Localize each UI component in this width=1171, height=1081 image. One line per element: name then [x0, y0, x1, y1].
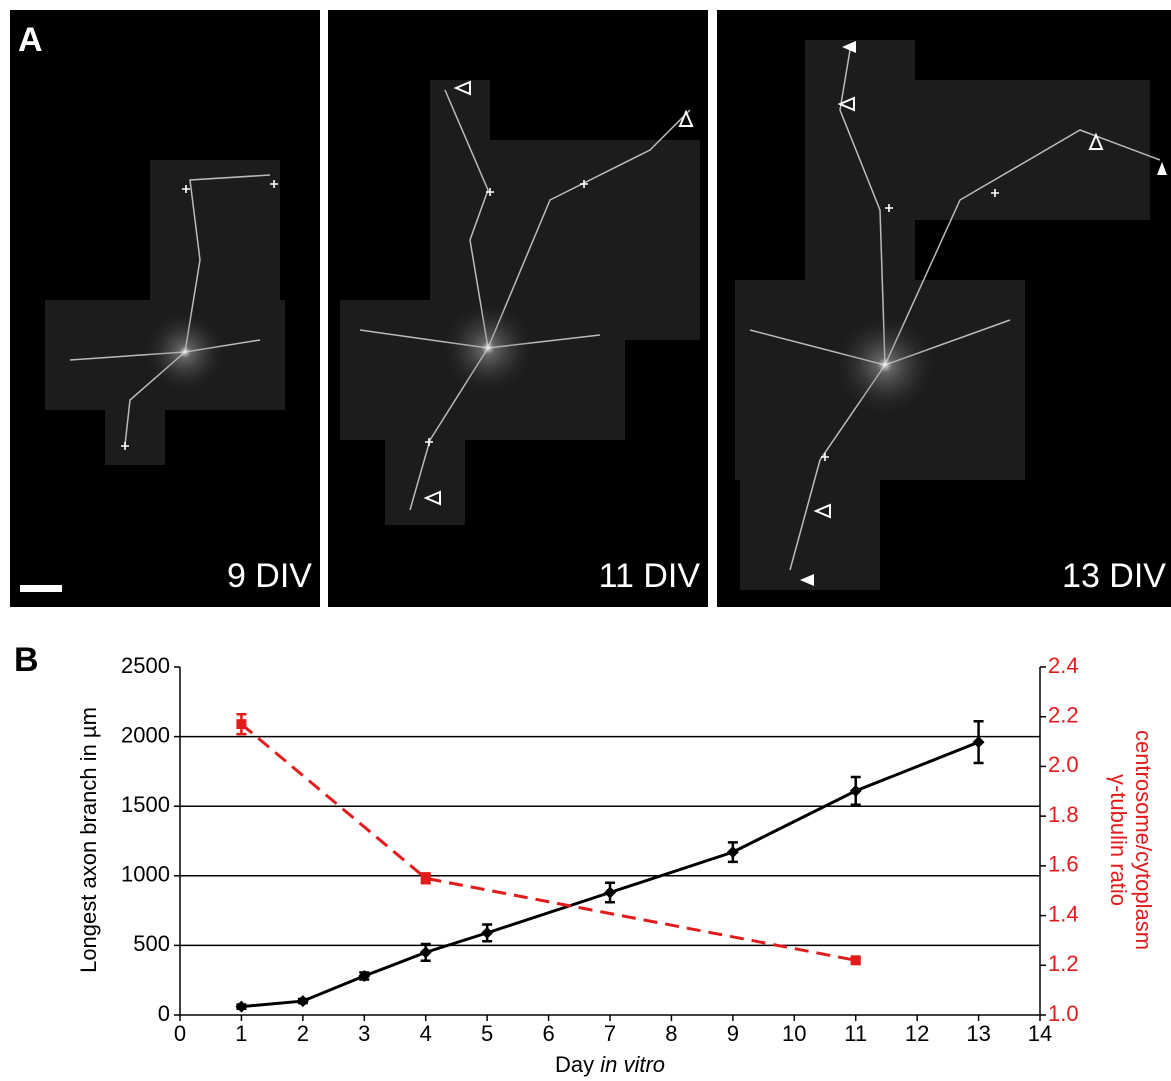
soma: [145, 312, 225, 392]
y-tick-label: 1000: [121, 862, 170, 887]
x-tick-label: 1: [235, 1021, 247, 1046]
marker: [481, 926, 494, 939]
marker: [604, 886, 616, 899]
x-tick-label: 7: [604, 1021, 616, 1046]
soma: [835, 315, 935, 415]
y2-tick-label: 2.0: [1048, 752, 1079, 777]
panel-caption: 13 DIV: [1062, 557, 1166, 595]
y2-tick-label: 2.2: [1048, 703, 1079, 728]
series-line: [241, 740, 980, 1009]
y-tick-label: 2000: [121, 722, 170, 747]
marker: [419, 946, 432, 959]
y2-tick-label: 1.4: [1048, 901, 1079, 926]
marker: [236, 719, 247, 730]
panel-caption: 9 DIV: [227, 557, 312, 595]
asterisks: [121, 180, 999, 461]
panel-label: B: [14, 641, 39, 679]
x-tick-label: 2: [297, 1021, 309, 1046]
y-tick-label: 1500: [121, 792, 170, 817]
y2-tick-label: 1.0: [1048, 1001, 1079, 1026]
soma: [443, 303, 533, 393]
x-tick-label: 5: [481, 1021, 493, 1046]
marker: [358, 970, 371, 983]
marker: [726, 846, 739, 859]
y-axis-label: Longest axon branch in µm: [76, 707, 101, 973]
y-tick-label: 500: [133, 931, 170, 956]
x-tick-label: 0: [174, 1021, 186, 1046]
x-tick-label: 12: [905, 1021, 929, 1046]
y2-axis-label: γ-tubulin ratio: [1106, 774, 1131, 906]
x-label-part: Day: [555, 1052, 594, 1077]
y2-axis-label: centrosome/cytoplasm: [1131, 730, 1156, 950]
panel-a: A 9 DIV 11 DIV 13 DIV: [10, 10, 1171, 607]
neurites: [69, 49, 1161, 571]
x-tick-label: 4: [420, 1021, 432, 1046]
panel-caption: 11 DIV: [599, 557, 701, 595]
x-tick-label: 8: [665, 1021, 677, 1046]
x-tick-label: 10: [782, 1021, 806, 1046]
filled-arrowheads: [800, 41, 1167, 586]
open-arrowheads: [423, 80, 1104, 519]
x-axis-label: Day in vitro: [555, 1052, 665, 1077]
marker: [849, 784, 862, 797]
x-tick-label: 14: [1028, 1021, 1052, 1046]
x-tick-label: 13: [966, 1021, 990, 1046]
marker: [850, 955, 861, 966]
y2-tick-label: 1.8: [1048, 802, 1079, 827]
tiles: [45, 40, 1150, 590]
y-tick-label: 2500: [121, 653, 170, 678]
y-tick-label: 0: [158, 1001, 170, 1026]
x-tick-label: 6: [542, 1021, 554, 1046]
y2-tick-label: 1.6: [1048, 852, 1079, 877]
series-line: [240, 723, 856, 962]
x-tick-label: 3: [358, 1021, 370, 1046]
scale-bar: [20, 585, 62, 592]
marker: [972, 736, 985, 749]
marker: [235, 1000, 248, 1013]
marker: [296, 995, 309, 1008]
x-tick-label: 9: [727, 1021, 739, 1046]
y2-tick-label: 1.2: [1048, 951, 1079, 976]
x-label-part: in vitro: [600, 1052, 665, 1077]
marker: [420, 873, 431, 884]
x-tick-label: 11: [844, 1021, 867, 1046]
y2-tick-label: 2.4: [1048, 653, 1079, 678]
panel-label: A: [18, 21, 43, 59]
